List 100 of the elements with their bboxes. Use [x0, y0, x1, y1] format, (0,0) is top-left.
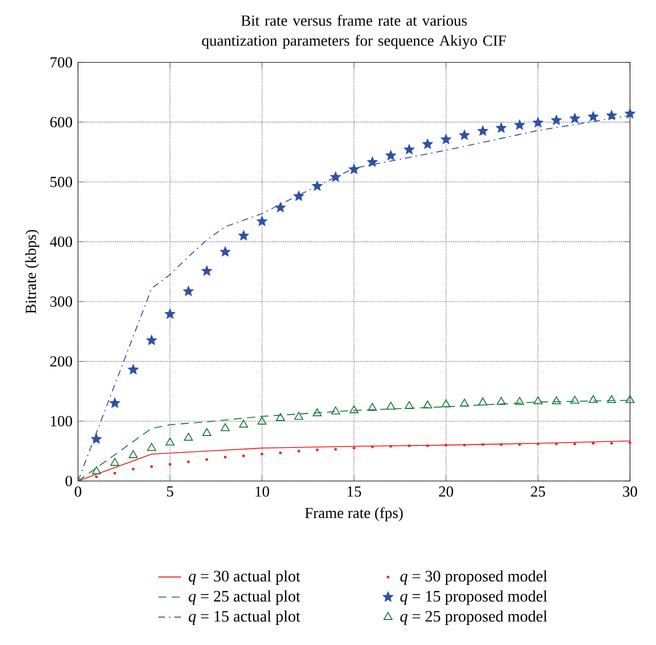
point [518, 443, 521, 446]
y-tick-label: 400 [50, 236, 72, 247]
point [201, 265, 212, 276]
point [147, 442, 156, 451]
point [224, 456, 227, 458]
point [334, 448, 337, 451]
point [551, 114, 562, 125]
point [536, 442, 540, 446]
point [294, 412, 304, 420]
point [386, 402, 396, 410]
point [165, 438, 175, 446]
point [92, 466, 101, 474]
x-tick-label: 30 [623, 486, 638, 497]
point [481, 443, 484, 446]
legend-label: q = 15 proposed model [400, 590, 548, 605]
y-tick-label: 500 [50, 176, 72, 188]
point [371, 446, 374, 448]
point [297, 450, 300, 452]
point [477, 126, 488, 136]
point [183, 286, 194, 296]
point [276, 413, 285, 421]
point [404, 401, 414, 410]
point [256, 216, 268, 226]
point [385, 150, 396, 160]
y-tick-label: 100 [50, 416, 72, 426]
x-tick-label: 20 [439, 486, 454, 497]
point [588, 395, 598, 404]
point [110, 458, 120, 466]
point [368, 402, 377, 411]
point [496, 122, 507, 133]
point [408, 444, 411, 448]
point [573, 442, 576, 446]
point [532, 117, 544, 128]
y-tick-label: 0 [66, 476, 72, 486]
point [624, 108, 636, 118]
point [426, 444, 429, 448]
legend-label: q = 30 proposed model [400, 570, 548, 585]
x-tick-label: 25 [531, 486, 546, 497]
x-tick-label: 15 [348, 486, 362, 497]
point [349, 405, 359, 414]
point [367, 156, 378, 167]
point [220, 423, 230, 432]
point [606, 110, 617, 120]
chart-title: Bit rate versus frame rate at various quantization parameters for sequence Akiyo CIF [202, 14, 506, 49]
point [625, 395, 635, 404]
point [515, 396, 524, 405]
point [592, 442, 595, 445]
point [109, 398, 120, 408]
point [91, 434, 102, 444]
point [610, 442, 613, 445]
point [312, 180, 323, 191]
point [205, 458, 208, 461]
point [128, 364, 139, 374]
legend-label: q = 25 proposed model [400, 610, 548, 625]
point [607, 395, 616, 404]
point [150, 465, 153, 468]
x-axis-title: Frame rate (fps) [305, 507, 403, 522]
point [164, 308, 176, 319]
point [312, 408, 322, 416]
point [168, 462, 172, 466]
legend-label: q = 15 actual plot [188, 610, 300, 625]
point [352, 446, 356, 450]
point [128, 450, 138, 458]
point [404, 144, 415, 154]
point [463, 444, 466, 446]
point [569, 112, 580, 124]
point [552, 396, 561, 404]
point [316, 448, 319, 452]
point [279, 452, 282, 454]
point [423, 400, 432, 408]
point [628, 441, 632, 444]
point [330, 172, 341, 182]
point [459, 130, 470, 140]
point [422, 138, 433, 149]
y-tick-label: 600 [50, 116, 72, 128]
point [389, 444, 392, 448]
point [242, 454, 245, 458]
point [220, 246, 231, 257]
point [570, 396, 580, 404]
y-tick-label: 200 [50, 356, 72, 367]
point [331, 406, 340, 414]
point [132, 468, 135, 470]
point [496, 396, 506, 405]
point [478, 398, 488, 406]
point [260, 452, 264, 456]
point [146, 334, 157, 346]
point [441, 399, 451, 408]
point [533, 396, 543, 404]
point [113, 472, 116, 475]
x-tick-label: 5 [167, 486, 174, 497]
point [257, 416, 267, 425]
point [239, 420, 248, 428]
legend-label: q = 30 actual plot [188, 570, 300, 585]
point [293, 190, 304, 201]
y-tick-label: 300 [50, 296, 72, 307]
point [187, 460, 190, 464]
y-axis-title: Bitrate (kbps) [25, 230, 40, 314]
point [202, 428, 212, 436]
x-tick-label: 10 [256, 486, 270, 497]
point [555, 442, 558, 446]
